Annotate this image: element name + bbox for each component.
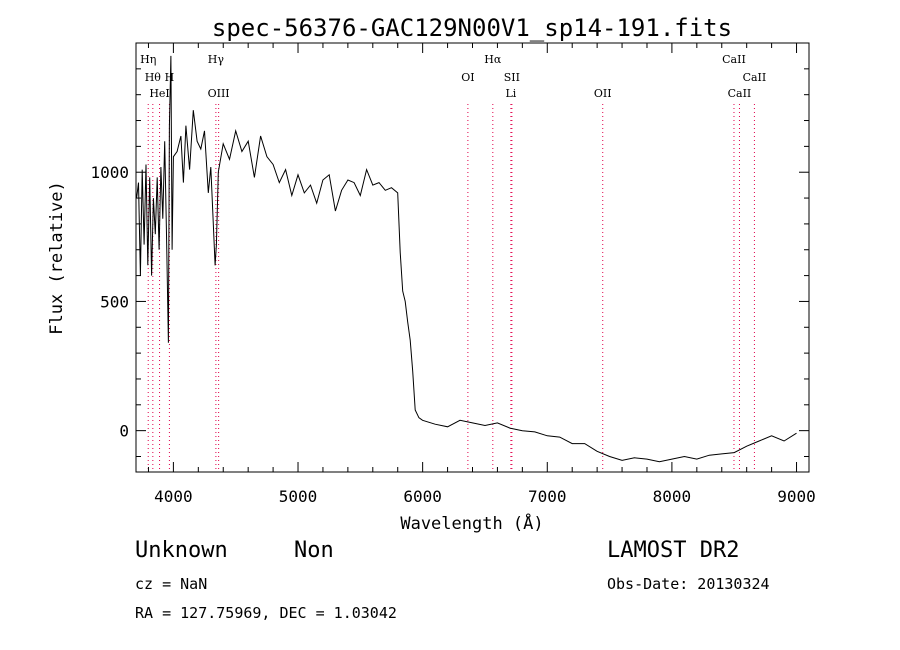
survey-name: LAMOST DR2 <box>607 538 740 563</box>
x-axis-label: Wavelength (Å) <box>400 512 543 534</box>
chart-title: spec-56376-GAC129N00V1_sp14-191.fits <box>212 14 732 42</box>
line-marker-label: H <box>165 71 175 84</box>
y-tick-label: 1000 <box>90 163 129 182</box>
x-tick-label: 9000 <box>777 487 816 506</box>
line-marker-label: CaII <box>728 87 752 100</box>
coordinates-text: RA = 127.75969, DEC = 1.03042 <box>135 604 397 622</box>
x-tick-label: 4000 <box>154 487 193 506</box>
obs-date-text: Obs-Date: 20130324 <box>607 575 770 593</box>
plot-frame <box>135 42 810 473</box>
x-tick-label: 5000 <box>279 487 318 506</box>
line-marker-label: HeI <box>149 87 169 100</box>
spectrum-series <box>136 55 797 463</box>
axes: 4000 5000 6000 7000 8000 9000 0 500 1000 <box>90 42 816 506</box>
x-tick-label: 8000 <box>653 487 692 506</box>
line-marker-label: Li <box>505 87 516 100</box>
line-marker-label: Hθ <box>145 71 162 84</box>
spectral-class: Unknown <box>135 538 228 563</box>
spectrum-line <box>136 55 797 463</box>
line-marker-label: Hη <box>140 53 156 66</box>
line-marker-label: CaII <box>743 71 767 84</box>
line-marker-label: CaII <box>722 53 746 66</box>
y-tick-label: 0 <box>119 422 129 441</box>
line-marker-label: OI <box>461 71 474 84</box>
x-tick-label: 6000 <box>403 487 442 506</box>
spectral-subclass: Non <box>294 538 334 563</box>
line-marker-label: Hγ <box>208 53 225 66</box>
y-tick-label: 500 <box>100 292 129 311</box>
line-marker-label: SII <box>504 71 520 84</box>
x-tick-label: 7000 <box>528 487 567 506</box>
y-axis-label: Flux (relative) <box>47 181 67 335</box>
redshift-text: cz = NaN <box>135 575 208 593</box>
line-marker-label: OII <box>594 87 612 100</box>
line-marker-label: Hα <box>484 53 502 66</box>
line-marker-label: OIII <box>208 87 230 100</box>
